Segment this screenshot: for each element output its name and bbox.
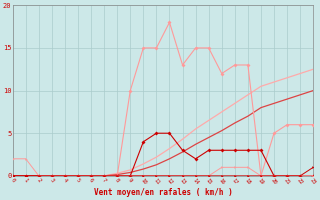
X-axis label: Vent moyen/en rafales ( km/h ): Vent moyen/en rafales ( km/h ) xyxy=(93,188,232,197)
